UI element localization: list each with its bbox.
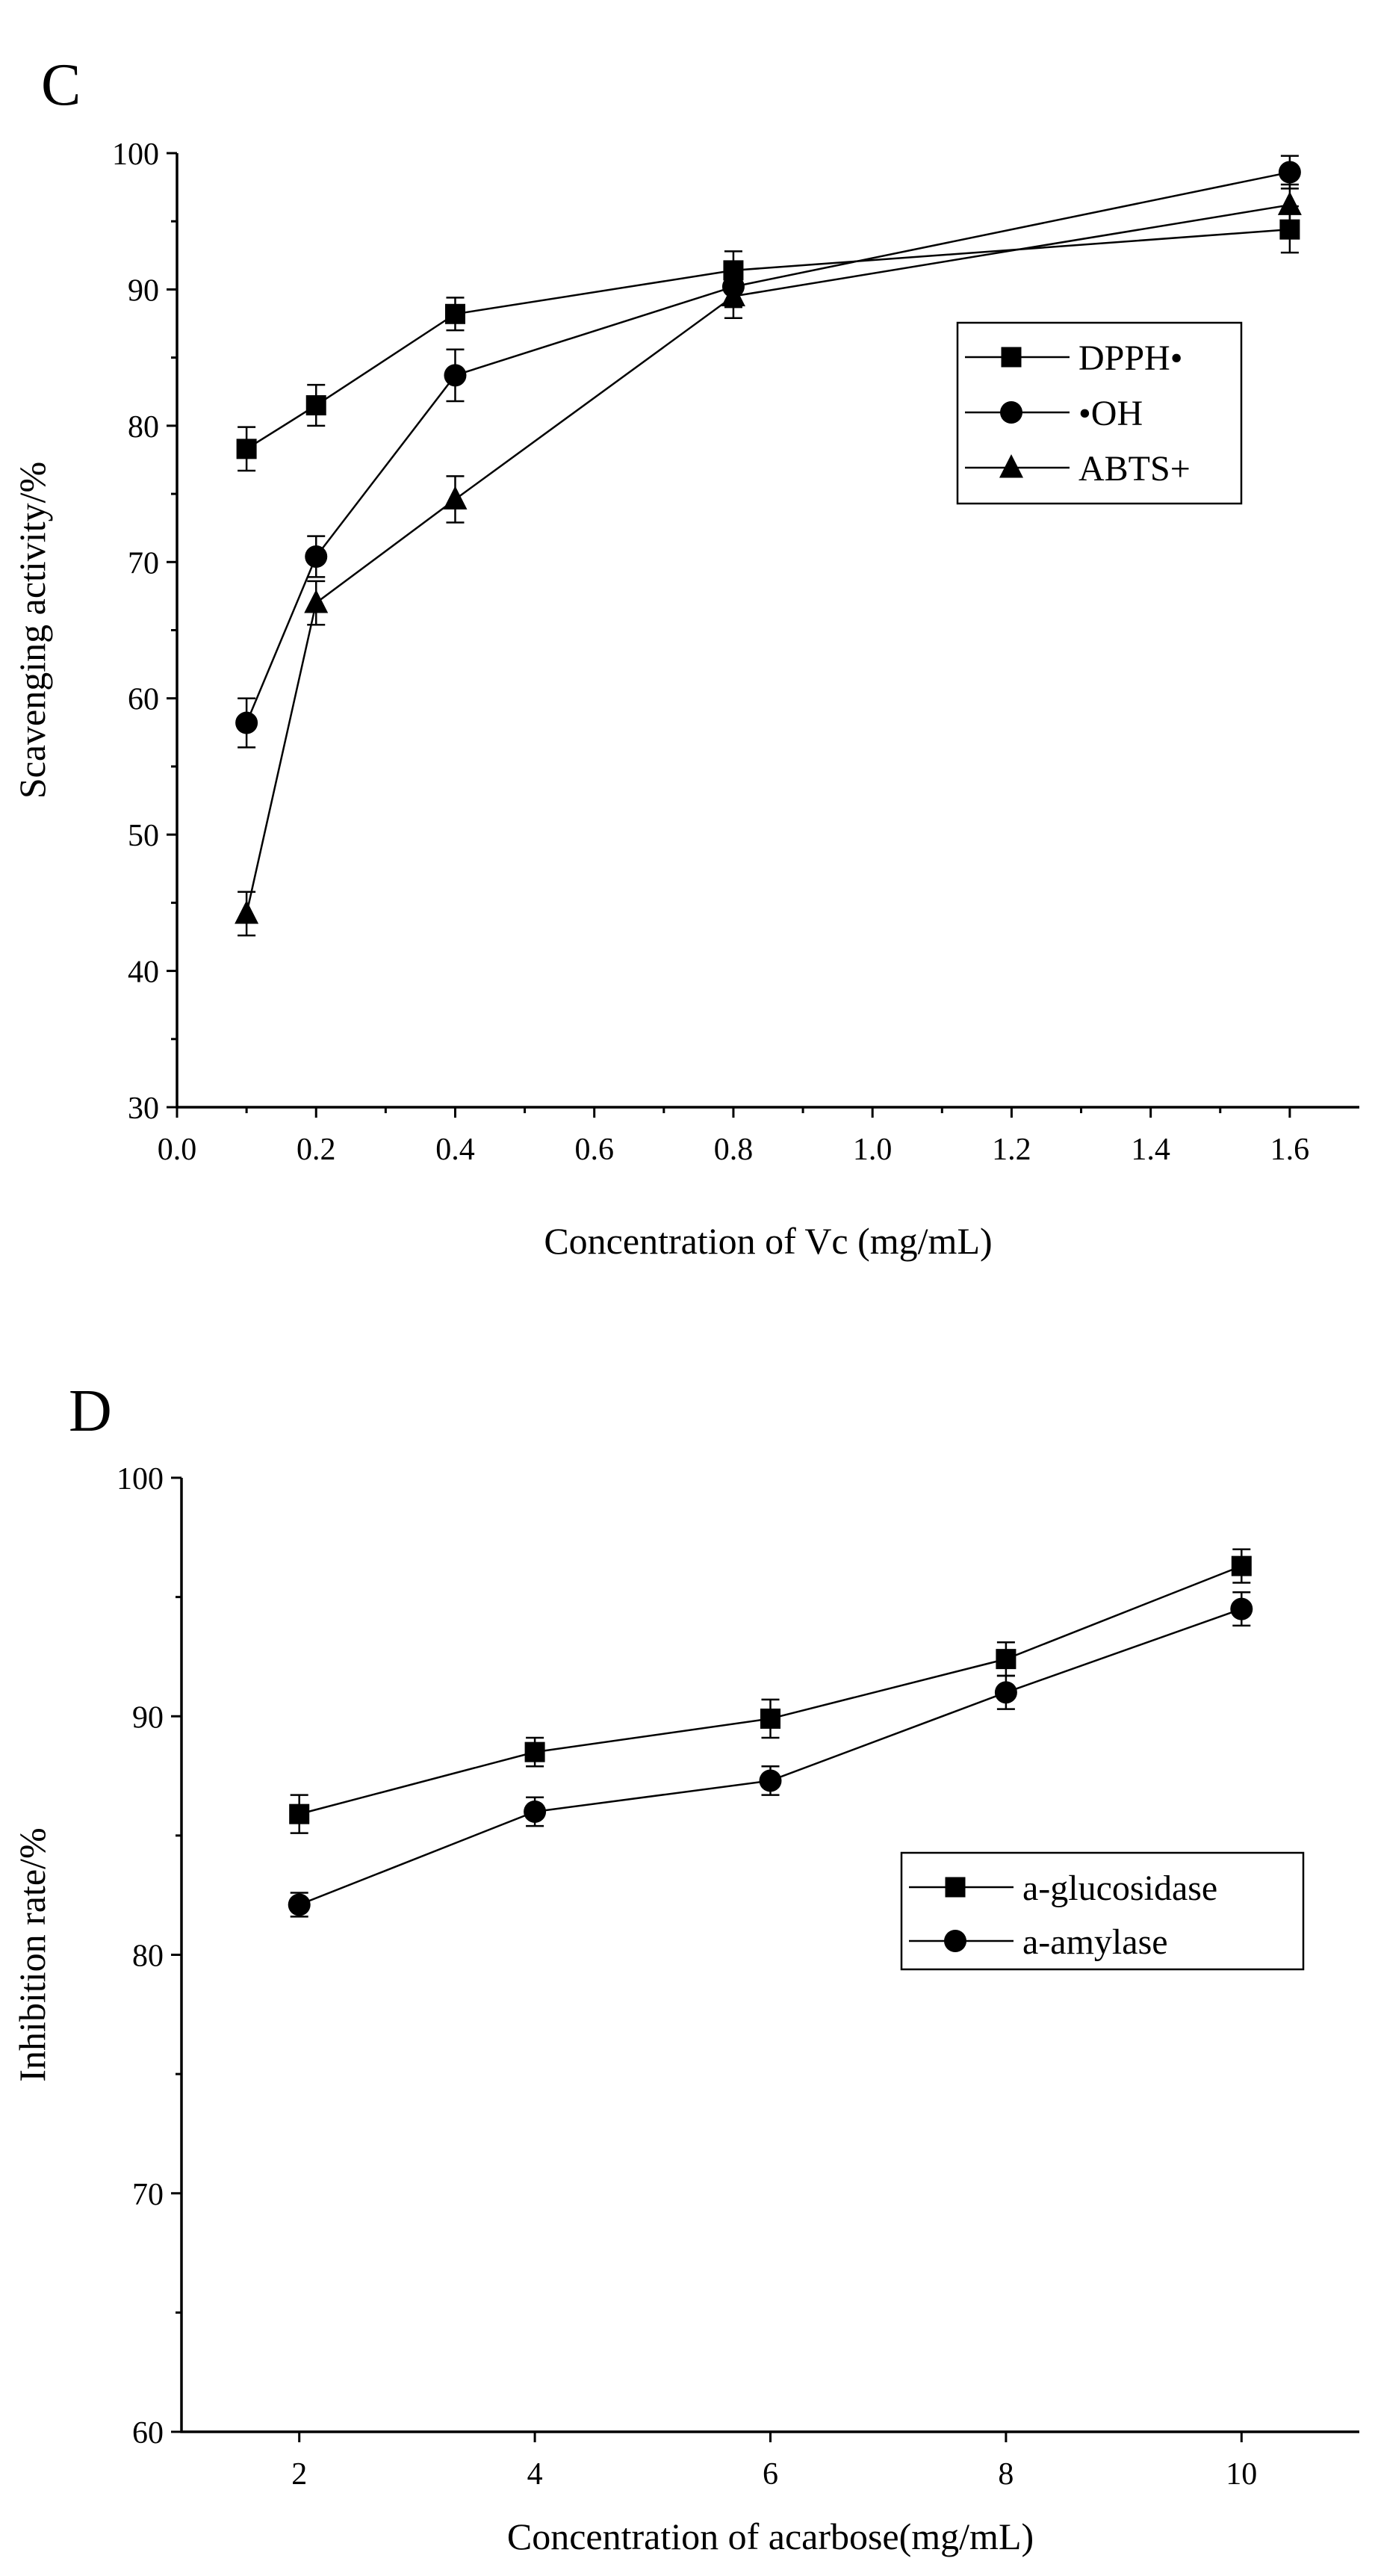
- legend-marker: [1001, 347, 1022, 368]
- x-tick-label: 8: [998, 2457, 1014, 2492]
- series-1: [288, 1591, 1253, 1918]
- y-tick-label: 90: [132, 1700, 164, 1735]
- x-tick-label: 1.0: [853, 1133, 893, 1167]
- y-tick-label: 50: [128, 819, 159, 853]
- legend: DPPH• •OH ABTS+: [956, 321, 1243, 505]
- panel-label: D: [69, 1378, 112, 1444]
- legend: a-glucosidase a-amylase: [900, 1851, 1305, 1971]
- data-point: [996, 1649, 1016, 1670]
- data-point: [1230, 1597, 1253, 1620]
- data-point: [759, 1769, 782, 1792]
- data-point: [444, 303, 465, 324]
- x-tick-label: 1.2: [992, 1133, 1031, 1167]
- y-tick-label: 30: [128, 1092, 159, 1126]
- data-point: [443, 486, 468, 510]
- data-point: [304, 589, 329, 613]
- legend-label: •OH: [1078, 394, 1143, 433]
- data-point: [1278, 161, 1301, 184]
- data-point: [524, 1741, 545, 1762]
- y-tick-label: 60: [128, 683, 159, 717]
- y-tick-label: 80: [132, 1939, 164, 1974]
- data-point: [235, 900, 259, 924]
- y-axis-label: Scavenging activity/%: [11, 462, 53, 799]
- legend-label: ABTS+: [1078, 449, 1191, 489]
- x-tick-label: 10: [1226, 2457, 1257, 2492]
- y-tick-label: 80: [128, 410, 159, 445]
- legend-label: DPPH•: [1078, 338, 1183, 378]
- series-2: [235, 183, 1302, 937]
- chart-panel-d: D 60 70 80 90 100 2 4 6 8 10 Concentration of acarb…: [11, 1378, 1359, 2557]
- data-point: [305, 394, 326, 415]
- data-point: [444, 364, 467, 387]
- x-tick-label: 0.6: [574, 1133, 614, 1167]
- x-tick-label: 4: [527, 2457, 543, 2492]
- data-point: [236, 439, 257, 459]
- axes: [176, 153, 1359, 1109]
- x-axis-label: Concentration of acarbose(mg/mL): [507, 2515, 1034, 2557]
- x-tick-label: 0.2: [297, 1133, 336, 1167]
- y-tick-label: 70: [132, 2178, 164, 2212]
- data-point: [235, 711, 258, 734]
- y-tick-label: 70: [128, 546, 159, 580]
- legend-marker: [999, 454, 1023, 478]
- data-point: [760, 1708, 780, 1729]
- data-point: [288, 1893, 311, 1916]
- data-point: [721, 282, 745, 307]
- x-tick-label: 1.4: [1131, 1133, 1170, 1167]
- x-tick-label: 0.8: [714, 1133, 754, 1167]
- x-tick-label: 0.4: [435, 1133, 475, 1167]
- series-0: [289, 1548, 1252, 1834]
- data-point: [289, 1803, 310, 1824]
- legend-box: [900, 1851, 1305, 1971]
- data-point: [305, 545, 328, 568]
- x-tick-label: 0.0: [158, 1133, 197, 1167]
- data-point: [1277, 191, 1302, 215]
- chart-panel-c: C 30 40 50 60 70 80 90 100 0.0 0.2 0.4 0.6 0.8 1.0 1.2 1…: [11, 52, 1359, 1262]
- y-tick-label: 100: [117, 1462, 164, 1496]
- legend-marker: [944, 1930, 966, 1952]
- y-axis-label: Inhibition rate/%: [11, 1827, 53, 2081]
- y-tick-label: 90: [128, 273, 159, 308]
- data-point: [994, 1681, 1017, 1704]
- y-tick-label: 100: [112, 137, 159, 172]
- x-tick-label: 2: [291, 2457, 307, 2492]
- x-tick-label: 1.6: [1270, 1133, 1310, 1167]
- data-point: [1231, 1555, 1252, 1576]
- y-tick-label: 60: [132, 2416, 164, 2450]
- legend-label: a-glucosidase: [1022, 1868, 1217, 1908]
- legend-label: a-amylase: [1022, 1922, 1168, 1962]
- panel-label: C: [41, 52, 81, 118]
- legend-marker: [945, 1877, 966, 1898]
- x-axis-label: Concentration of Vc (mg/mL): [544, 1220, 992, 1262]
- legend-marker: [1000, 401, 1022, 424]
- y-tick-label: 40: [128, 956, 159, 990]
- x-tick-label: 6: [763, 2457, 778, 2492]
- series-line: [245, 204, 1291, 914]
- data-point: [524, 1800, 547, 1823]
